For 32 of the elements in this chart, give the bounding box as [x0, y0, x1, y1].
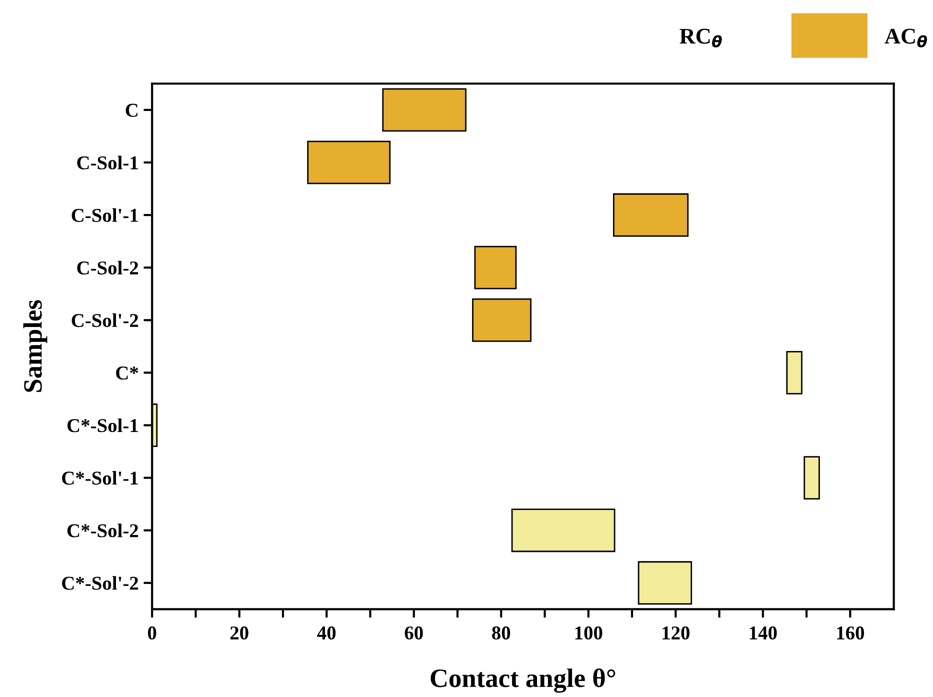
y-tick-label: C-Sol'-1: [72, 208, 138, 222]
x-tick-label: 160: [837, 626, 864, 640]
bar: [307, 140, 391, 184]
y-tick-label: C*-Sol-2: [67, 524, 138, 538]
bar: [786, 350, 802, 394]
y-tick-label: C*-Sol'-2: [62, 576, 138, 590]
x-tick-label: 0: [148, 626, 156, 640]
x-tick-label: 140: [750, 626, 777, 640]
x-tick-label: 20: [230, 626, 248, 640]
y-tick-label: C*: [116, 366, 138, 380]
y-tick-label: C-Sol-1: [77, 156, 138, 170]
bar: [472, 298, 532, 342]
x-tick-label: 100: [575, 626, 602, 640]
y-axis-title: Samples: [23, 300, 48, 392]
x-axis-title: Contact angle θ°: [430, 668, 616, 693]
x-tick-label: 60: [404, 626, 423, 640]
y-tick-label: C*-Sol'-1: [62, 471, 138, 485]
x-tick-label: 40: [317, 626, 336, 640]
text: RC$_{θ}$: [680, 28, 722, 48]
x-tick-label: 80: [492, 626, 510, 640]
y-tick-label: C-Sol'-2: [72, 313, 138, 328]
bar: [474, 246, 517, 290]
y-tick-label: C*-Sol-1: [67, 418, 138, 432]
bar: [511, 508, 616, 552]
bar: [613, 193, 689, 237]
bar: [638, 561, 692, 605]
bar: [804, 456, 820, 500]
y-tick-label: C: [126, 104, 138, 117]
bar: [382, 88, 466, 132]
text: AC$_{θ}$: [884, 28, 928, 48]
y-tick-label: C-Sol-2: [77, 260, 138, 275]
x-tick-label: 120: [662, 626, 690, 640]
